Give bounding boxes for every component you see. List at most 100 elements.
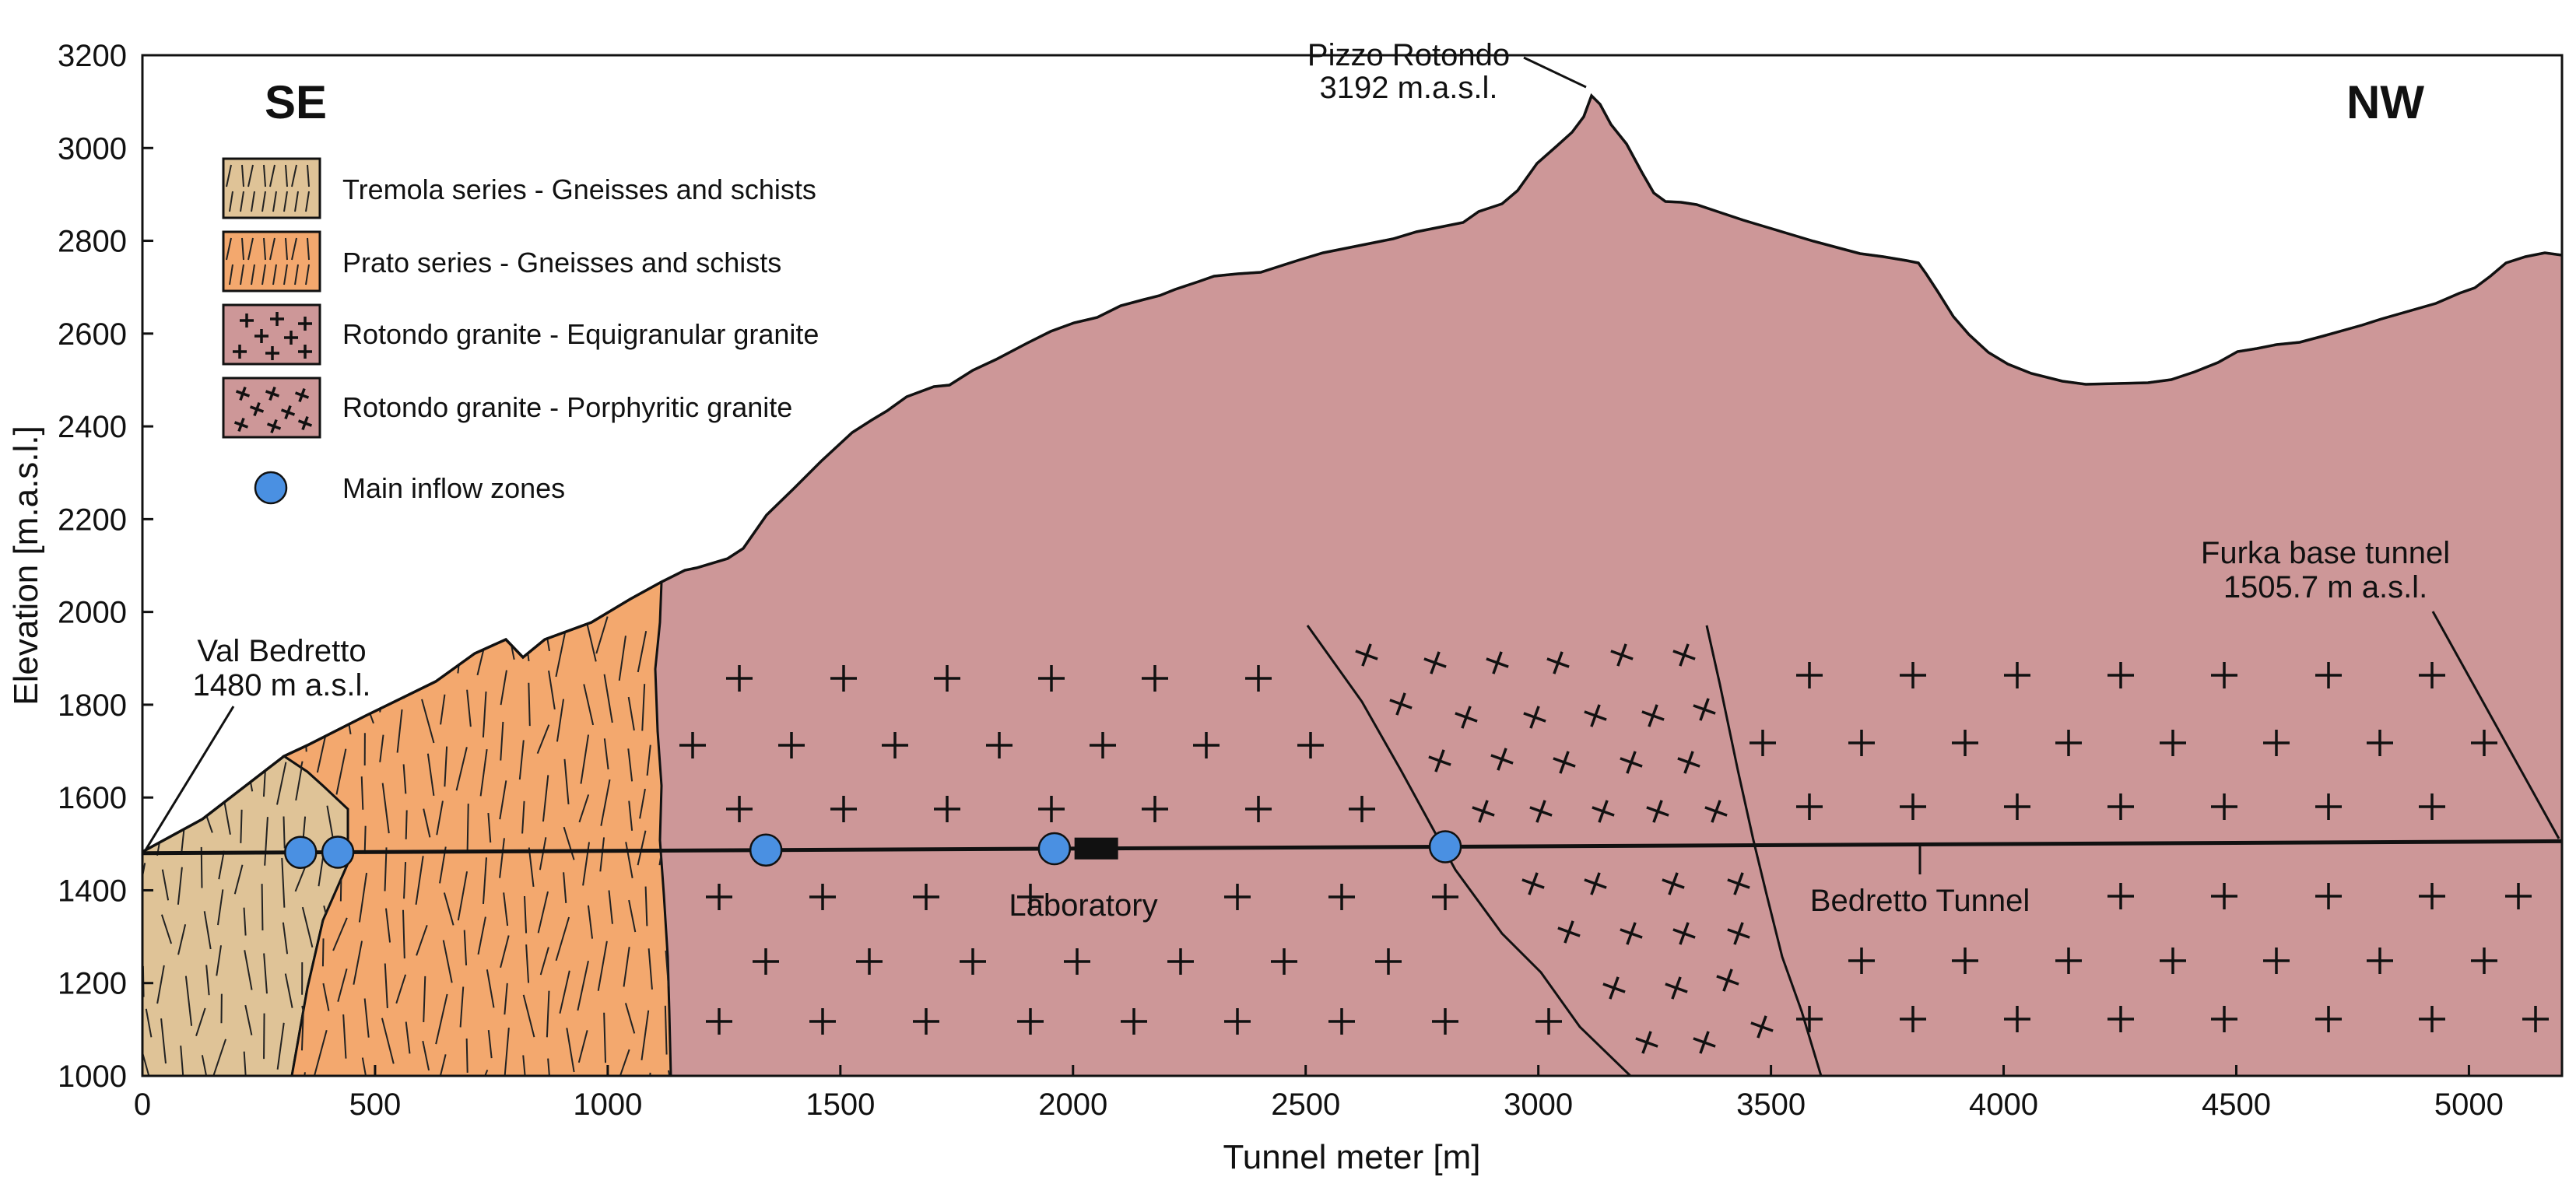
swatch-foliation-mark: [272, 191, 277, 212]
y-axis-title: Elevation [m.a.s.l.]: [7, 426, 45, 705]
foliation-mark: [276, 1022, 285, 1070]
tilted-cross-mark: [1590, 872, 1601, 895]
foliation-mark: [195, 1007, 206, 1037]
foliation-mark: [416, 924, 428, 956]
foliation-mark: [402, 909, 405, 959]
swatch-foliation-mark: [247, 164, 254, 187]
tilted-cross-mark: [1563, 920, 1574, 944]
foliation-mark: [648, 948, 653, 990]
legend-item-tremola: Tremola series - Gneisses and schists: [222, 157, 816, 219]
annotation-laboratory: Laboratory: [1009, 888, 1157, 923]
tilted-cross-mark: [1641, 1031, 1652, 1054]
tilted-cross-mark: [1361, 643, 1372, 667]
foliation-mark: [299, 1072, 306, 1076]
legend-item-equigranular: Rotondo granite - Equigranular granite: [222, 303, 819, 366]
tilted-cross-mark: [1668, 872, 1679, 895]
foliation-mark: [444, 746, 448, 787]
foliation-mark: [482, 691, 487, 737]
tilted-cross-mark: [1757, 1015, 1767, 1039]
tilted-cross-mark: [1671, 976, 1682, 1000]
foliation-mark: [587, 905, 594, 939]
foliation-mark: [240, 809, 243, 843]
foliation-mark: [500, 935, 510, 969]
foliation-mark: [360, 776, 364, 810]
direction-nw: NW: [2346, 76, 2424, 128]
y-tick-label: 2800: [58, 225, 127, 259]
tilted-cross-mark: [1461, 706, 1472, 729]
porphyritic-cross-pattern: [1355, 643, 1774, 1054]
foliation-mark: [539, 947, 549, 976]
tilted-cross-mark: [239, 386, 247, 401]
tilted-cross-mark: [1648, 704, 1658, 727]
tilted-cross-mark: [1598, 800, 1609, 823]
x-tick-label: 2500: [1271, 1088, 1340, 1122]
swatch-foliation-mark: [261, 191, 266, 212]
x-tick-label: 4000: [1969, 1088, 2038, 1122]
tilted-cross-mark: [1699, 1031, 1710, 1054]
y-tick-label: 2200: [58, 503, 127, 537]
legend-label-equigranular: Rotondo granite - Equigranular granite: [342, 318, 819, 350]
foliation-mark: [667, 1070, 671, 1076]
foliation-mark: [628, 899, 637, 933]
foliation-mark: [583, 684, 595, 726]
tilted-cross-mark: [1553, 651, 1563, 674]
foliation-mark: [318, 856, 325, 887]
tilted-cross-mark: [1492, 651, 1503, 674]
y-axis-ticks: 1000 1200 1400 1600 1800 2000 2200 2400 2600 2800…: [58, 39, 153, 1094]
swatch-foliation-mark: [307, 164, 310, 187]
foliation-mark: [521, 800, 525, 834]
foliation-mark: [263, 953, 268, 994]
foliation-mark: [499, 780, 507, 820]
tilted-cross-mark: [1590, 704, 1601, 727]
foliation-mark: [563, 758, 570, 804]
tilted-cross-mark: [253, 401, 261, 417]
foliation-mark: [300, 1004, 305, 1051]
foliation-mark: [384, 963, 388, 1008]
x-axis-title: Tunnel meter [m]: [1223, 1138, 1481, 1176]
foliation-mark: [640, 1010, 650, 1061]
foliation-mark: [486, 969, 495, 1008]
swatch-foliation-mark: [269, 164, 275, 187]
y-tick-label: 2600: [58, 317, 127, 352]
foliation-mark: [337, 968, 348, 1002]
foliation-mark: [254, 1081, 264, 1125]
foliation-mark: [599, 837, 605, 872]
inflow-zone-marker: [749, 833, 783, 867]
foliation-mark: [665, 950, 669, 987]
swatch-foliation-mark: [247, 237, 254, 261]
foliation-mark: [326, 805, 335, 842]
foliation-mark: [177, 867, 183, 905]
foliation-mark: [555, 916, 570, 962]
foliation-mark: [396, 620, 404, 653]
foliation-mark: [281, 857, 286, 908]
foliation-mark: [321, 938, 325, 967]
direction-se: SE: [265, 76, 327, 128]
foliation-mark: [637, 830, 647, 866]
inflow-zone-marker: [284, 835, 318, 869]
foliation-mark: [618, 636, 626, 681]
inflow-zones: [284, 830, 1462, 869]
tilted-cross-mark: [1430, 651, 1441, 674]
foliation-mark: [625, 842, 633, 878]
foliation-mark: [243, 907, 247, 936]
annotation-furka: Furka base tunnel 1505.7 m a.s.l.: [2201, 536, 2560, 839]
foliation-mark: [402, 764, 407, 794]
tilted-cross-mark: [1609, 976, 1620, 1000]
tilted-cross-mark: [1395, 692, 1406, 716]
x-tick-label: 5000: [2434, 1088, 2504, 1122]
foliation-mark: [548, 670, 556, 710]
x-tick-label: 3500: [1736, 1088, 1806, 1122]
foliation-mark: [537, 891, 549, 934]
geology-layers: [142, 93, 2562, 1125]
foliation-mark: [233, 864, 244, 895]
foliation-mark: [664, 1005, 668, 1055]
foliation-mark: [523, 895, 528, 934]
foliation-mark: [145, 1008, 153, 1038]
porphyritic-boundary-east: [1705, 625, 1823, 1076]
foliation-mark: [627, 748, 633, 782]
foliation-mark: [379, 734, 384, 762]
foliation-mark: [466, 804, 469, 853]
foliation-mark: [180, 1046, 185, 1076]
tilted-cross-mark: [1434, 749, 1445, 772]
foliation-mark: [603, 674, 613, 723]
